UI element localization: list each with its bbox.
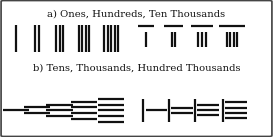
Text: b) Tens, Thousands, Hundred Thousands: b) Tens, Thousands, Hundred Thousands: [33, 64, 240, 73]
Text: a) Ones, Hundreds, Ten Thousands: a) Ones, Hundreds, Ten Thousands: [48, 10, 225, 19]
FancyBboxPatch shape: [1, 1, 272, 136]
